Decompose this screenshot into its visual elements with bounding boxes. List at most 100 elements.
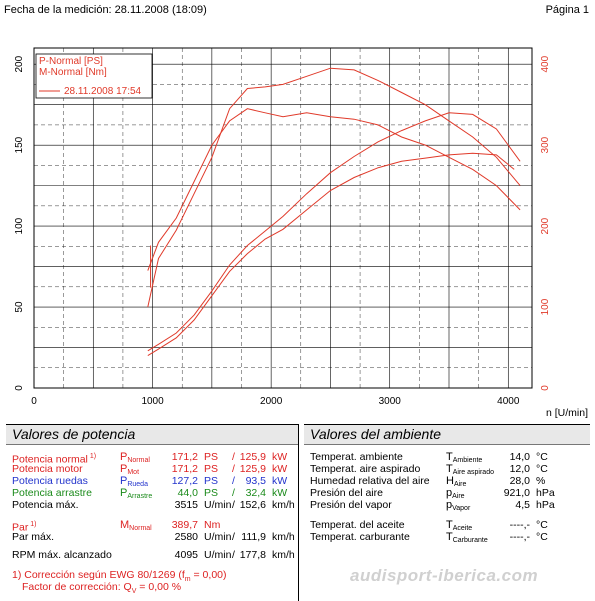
power-row-symbol-sub: Mot (127, 469, 140, 476)
x-tick-label: 3000 (379, 396, 402, 407)
correction-factor: Factor de corrección: QV = 0,00 % (22, 581, 182, 595)
power-row-unit1: PS (204, 487, 219, 499)
y-left-tick-label: 200 (14, 55, 25, 72)
power-row-value2: 152,6 (239, 499, 266, 511)
series-line-1 (147, 152, 515, 357)
ambient-row: Temperat. ambiente TAmbiente 14,0 °C (304, 451, 588, 464)
power-row-value1: 3515 (174, 499, 198, 511)
y-left-tick-label: 100 (14, 217, 25, 234)
power-row-label: Potencia arrastre (12, 487, 92, 499)
power-row-separator: / (232, 451, 235, 463)
x-tick-label: 2000 (260, 396, 283, 407)
ambient-row-symbol: pVapor (446, 499, 471, 512)
power-row-value2: 177,8 (239, 549, 266, 561)
power-row-separator: / (232, 463, 235, 475)
ambient-row: Presión del aire pAire 921,0 hPa (304, 487, 588, 500)
plot-frame (33, 47, 533, 389)
power-row-value2: 111,9 (241, 531, 266, 543)
power-values-panel: Valores de potencia Potencia normal 1) PN… (6, 424, 299, 601)
series-line-3 (147, 108, 521, 271)
ambient-row-symbol: TCarburante (446, 531, 488, 544)
ambient-row: Presión del vapor pVapor 4,5 hPa (304, 499, 588, 512)
power-row-unit2: km/h (272, 549, 295, 561)
power-row-value1: 127,2 (171, 475, 198, 487)
ambient-row-value: ----,- (509, 531, 530, 543)
legend-run-label: 28.11.2008 17:54 (64, 86, 142, 97)
ambient-row-label: Presión del aire (310, 487, 383, 499)
power-row-unit1: U/min (204, 499, 232, 511)
ambient-row-label: Temperat. del aceite (310, 519, 405, 531)
x-tick-label: 0 (31, 396, 37, 407)
dyno-chart: 0 1000 2000 3000 400005010015020001002003004… (14, 47, 588, 419)
power-row-unit2: km/h (272, 531, 295, 543)
ambient-row: Humedad relativa del aire HAire 28,0% (304, 475, 588, 488)
ambient-row: Temperat. del aceite TAceite ----,- °C (304, 519, 588, 532)
power-row: Potencia arrastre PArrastre 44,0 PS / 32,4 kW (6, 487, 296, 500)
power-row-label: Potencia ruedas (12, 475, 88, 487)
page-header: Fecha de la medición: 28.11.2008 (18:09)… (0, 0, 595, 18)
power-row-unit1: PS (204, 451, 219, 463)
ambient-row-label: Temperat. ambiente (310, 451, 403, 463)
ambient-row-value: 921,0 (503, 487, 530, 499)
power-row-value1: 171,2 (171, 451, 198, 463)
ambient-row-symbol: HAire (446, 475, 467, 488)
ambient-row-label: Presión del vapor (310, 499, 392, 511)
ambient-row-label: Temperat. carburante (310, 531, 410, 543)
power-row-unit1: PS (204, 475, 219, 487)
y-right-tick-label: 0 (540, 385, 551, 391)
y-right-tick-label: 100 (540, 298, 551, 315)
y-right-tick-label: 400 (540, 55, 551, 72)
power-row-value1: 171,2 (171, 463, 198, 475)
ambient-row: Temperat. carburante TCarburante ----,- °C (304, 531, 588, 544)
ambient-row-symbol-sub: Vapor (452, 505, 471, 512)
ambient-row-unit: % (536, 475, 546, 487)
power-row: Potencia ruedas PRueda 127,2 PS / 93,5 kW (6, 475, 296, 488)
ambient-row-symbol: TAmbiente (446, 451, 483, 464)
ambient-row-label: Temperat. aire aspirado (310, 463, 421, 475)
power-row-value2: 93,5 (245, 475, 266, 487)
ambient-row-symbol-sub: Aire (452, 493, 465, 500)
power-values-title: Valores de potencia (6, 425, 298, 445)
ambient-row-symbol: TAire aspirado (446, 463, 494, 476)
x-tick-label: 1000 (141, 396, 164, 407)
ambient-row-unit: hPa (536, 499, 555, 511)
ambient-row-value: 4,5 (515, 499, 530, 511)
power-row-value1: 2580 (174, 531, 198, 543)
power-row-unit2: kW (272, 487, 288, 499)
power-row-label: Potencia motor (12, 463, 83, 475)
power-row-separator: / (232, 531, 235, 543)
footnote-ref: 1) (28, 521, 37, 528)
power-row: Par 1) MNormal 389,7 Nm (6, 519, 296, 534)
power-row-symbol-sub: Arrastre (127, 493, 153, 500)
power-row-unit2: kW (272, 475, 288, 487)
power-row-value2: 125,9 (239, 463, 266, 475)
power-row: Potencia motor PMot 171,2 PS / 125,9 kW (6, 463, 296, 476)
ambient-row-unit: °C (536, 519, 548, 531)
correction-factor-value: = 0,00 % (136, 581, 182, 593)
power-row-symbol: PNormal (120, 451, 150, 464)
power-row-symbol: PRueda (120, 475, 148, 488)
power-row: Potencia normal 1) PNormal 171,2 PS / 125,9 kW (6, 451, 296, 465)
power-row-separator: / (232, 549, 235, 561)
ambient-row-symbol-sub: Ambiente (452, 457, 483, 464)
power-row-unit2: km/h (272, 499, 295, 511)
correction-footnote-value: = 0,00) (190, 569, 227, 581)
correction-footnote-sub: m (184, 576, 191, 584)
measurement-date: Fecha de la medición: 28.11.2008 (18:09) (4, 4, 207, 16)
power-row-unit1: U/min (204, 531, 232, 543)
y-left-tick-label: 0 (14, 385, 25, 391)
power-row-label: Par 1) (12, 521, 37, 534)
ambient-row-unit: °C (536, 463, 548, 475)
power-row-value1: 4095 (174, 549, 198, 561)
x-axis-label: n [U/min] (546, 407, 588, 419)
ambient-row-symbol-sub: Aceite (452, 525, 473, 532)
x-tick-label: 4000 (497, 396, 520, 407)
ambient-row-symbol-sub: Aire (453, 481, 467, 488)
power-row-unit2: kW (272, 463, 288, 475)
ambient-row: Temperat. aire aspirado TAire aspirado 12,… (304, 463, 588, 476)
ambient-row-value: 12,0 (509, 463, 530, 475)
power-row-value2: 125,9 (239, 451, 266, 463)
power-row-symbol: PArrastre (120, 487, 153, 500)
power-row-separator: / (232, 499, 235, 511)
ambient-row-value: 28,0 (509, 475, 530, 487)
